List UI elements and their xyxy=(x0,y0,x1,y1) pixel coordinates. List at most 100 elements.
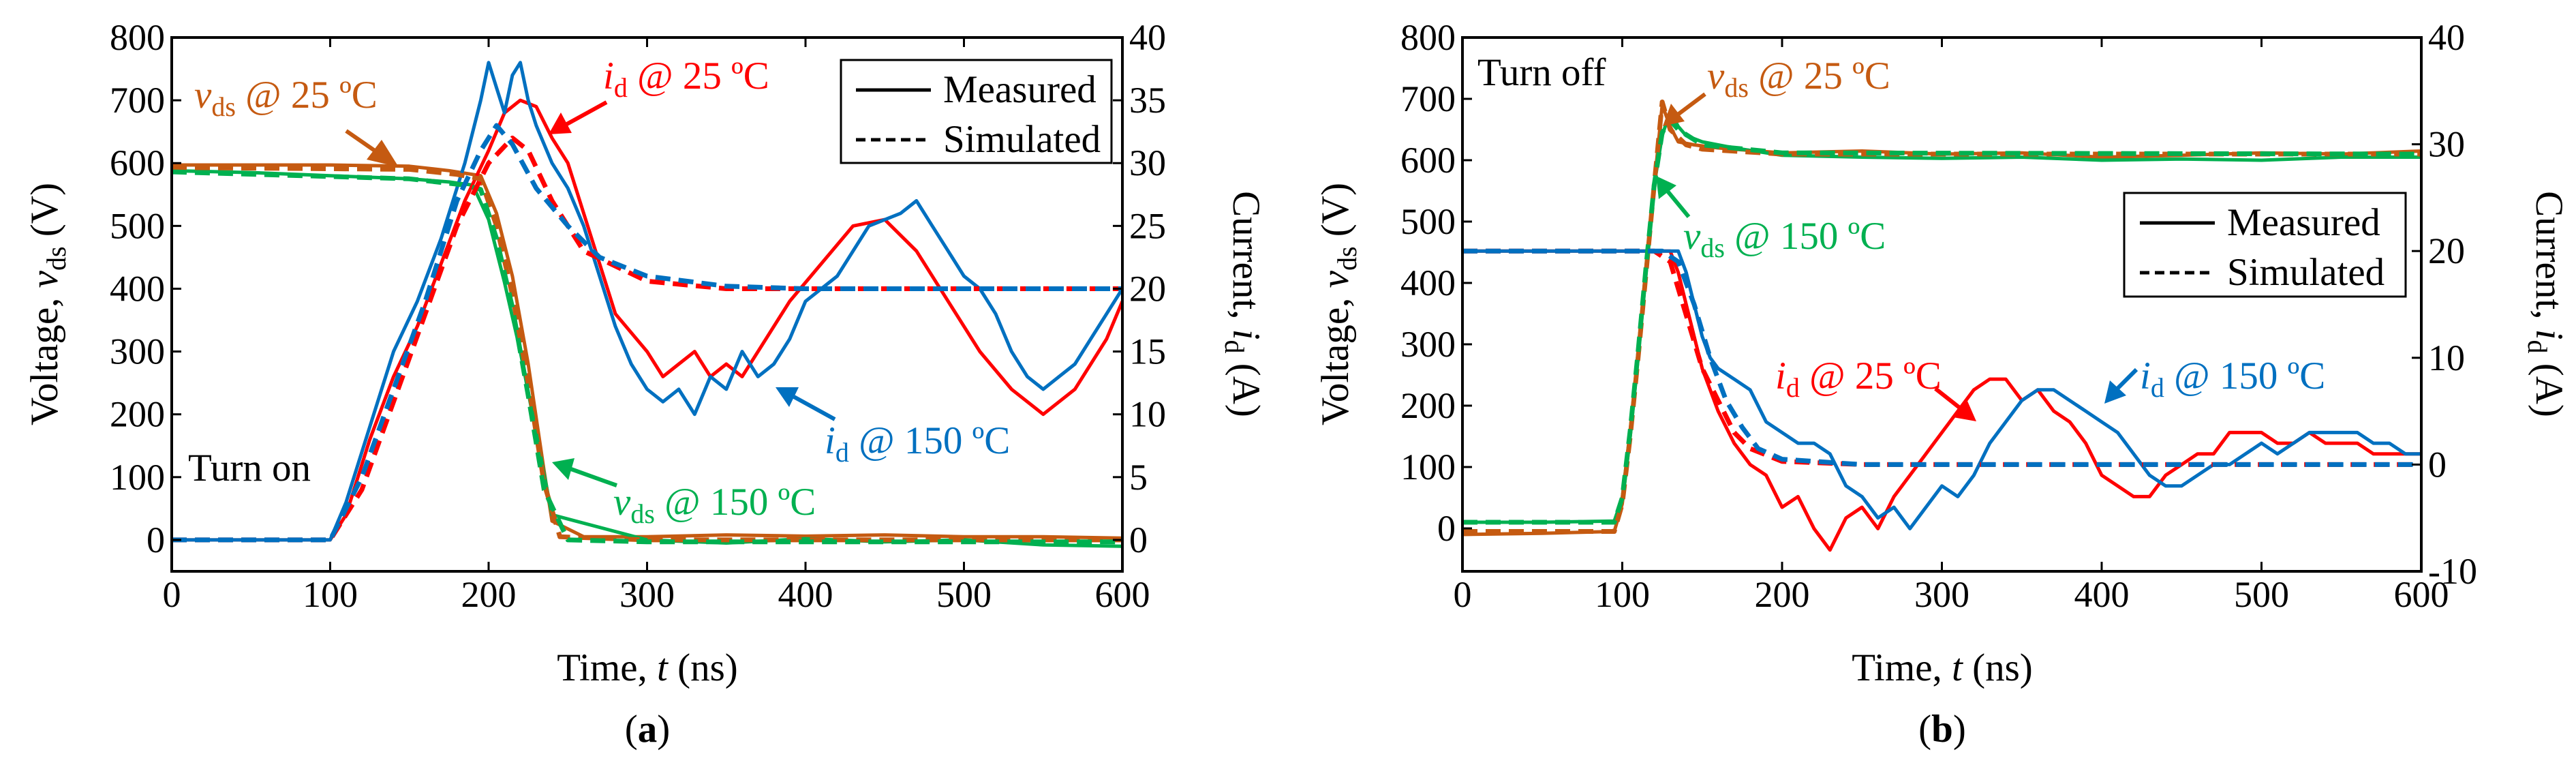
caption-b: (b) xyxy=(1918,708,1966,751)
y-right-tick-label: 30 xyxy=(1129,142,1166,183)
y-right-tick-label: 15 xyxy=(1129,331,1166,372)
y-left-tick-label: 0 xyxy=(147,520,165,560)
panel-a: 0 100 200 300 400 500 600010020030040050060070… xyxy=(23,17,1268,751)
x-axis-label: Time, t (ns) xyxy=(557,646,738,689)
series-line xyxy=(1462,100,2421,534)
y-right-tick-label: 25 xyxy=(1129,205,1166,246)
svg-text:vds @ 150 ºC: vds @ 150 ºC xyxy=(613,481,816,529)
series-line xyxy=(172,168,1122,548)
y-right-tick-label: 30 xyxy=(2428,124,2465,165)
y-left-tick-label: 500 xyxy=(1400,201,1456,242)
x-tick-label: 200 xyxy=(1755,574,1810,615)
x-tick-label: 400 xyxy=(778,574,833,615)
series-line xyxy=(1462,118,2421,525)
y-right-axis-label: Current, id (A) xyxy=(2522,191,2571,417)
annotation-id-150: id @ 150 ºC xyxy=(2104,355,2325,404)
caption-a: (a) xyxy=(625,708,670,751)
legend-simulated: Simulated xyxy=(2227,251,2385,294)
y-left-tick-label: 300 xyxy=(110,331,165,372)
svg-text:id @ 25 ºC: id @ 25 ºC xyxy=(1775,355,1942,403)
y-left-tick-label: 800 xyxy=(110,17,165,58)
arrow-vds-150 xyxy=(1664,188,1691,218)
arrowhead-vds-150 xyxy=(552,458,574,480)
svg-text:vds @ 25 ºC: vds @ 25 ºC xyxy=(194,74,378,122)
y-left-tick-label: 700 xyxy=(110,80,165,121)
panel-label-turn-on: Turn on xyxy=(188,447,311,490)
y-left-tick-label: 100 xyxy=(1400,447,1456,487)
y-right-tick-label: 5 xyxy=(1129,457,1148,498)
panel-b: 0 100 200 300 400 500 600010020030040050060070… xyxy=(1314,17,2571,751)
y-right-tick-label: 40 xyxy=(1129,17,1166,58)
y-left-tick-label: 200 xyxy=(1400,385,1456,426)
arrow-id-25 xyxy=(1934,387,1963,411)
annotation-id-25: id @ 25 ºC xyxy=(1775,355,1976,421)
series-line xyxy=(172,98,1122,542)
annotation-vds-25: vds @ 25 ºC xyxy=(1663,55,1890,126)
y-right-tick-label: 20 xyxy=(1129,268,1166,309)
arrow-vds-25 xyxy=(1676,92,1706,117)
svg-text:id @ 150 ºC: id @ 150 ºC xyxy=(2140,355,2325,403)
series-line xyxy=(172,135,1122,543)
arrowhead-id-150 xyxy=(2104,380,2126,404)
series-line xyxy=(1462,249,2421,552)
series-line xyxy=(172,61,1122,542)
x-tick-label: 100 xyxy=(303,574,358,615)
legend-box xyxy=(2123,192,2407,298)
svg-text:id @ 150 ºC: id @ 150 ºC xyxy=(825,419,1010,468)
y-left-tick-label: 200 xyxy=(110,394,165,435)
y-left-tick-label: 600 xyxy=(110,142,165,183)
y-left-tick-label: 100 xyxy=(110,457,165,498)
legend-measured: Measured xyxy=(943,68,1097,111)
y-left-tick-label: 800 xyxy=(1400,17,1456,58)
annotation-vds-25: vds @ 25 ºC xyxy=(194,74,399,167)
x-tick-label: 600 xyxy=(2394,574,2449,615)
y-left-tick-label: 300 xyxy=(1400,324,1456,365)
x-tick-label: 300 xyxy=(1914,574,1969,615)
svg-text:vds @ 25 ºC: vds @ 25 ºC xyxy=(1707,55,1890,103)
legend: Measured Simulated xyxy=(2123,192,2407,298)
arrowhead-id-25 xyxy=(549,112,572,134)
x-tick-label: 600 xyxy=(1095,574,1150,615)
y-left-tick-label: 400 xyxy=(1400,262,1456,303)
y-left-axis-label: Voltage, vds (V) xyxy=(23,183,72,425)
arrow-id-150 xyxy=(793,395,836,421)
y-right-tick-label: 20 xyxy=(2428,230,2465,271)
plot-frame xyxy=(1461,36,2423,573)
y-left-tick-label: 500 xyxy=(110,205,165,246)
x-tick-label: 200 xyxy=(461,574,517,615)
x-tick-label: 500 xyxy=(936,574,992,615)
y-right-tick-label: -10 xyxy=(2428,551,2477,592)
y-left-tick-label: 0 xyxy=(1437,508,1456,549)
y-right-tick-label: 10 xyxy=(1129,394,1166,435)
arrowhead-id-150 xyxy=(776,387,799,407)
legend-measured: Measured xyxy=(2227,201,2380,244)
svg-text:id @ 25 ºC: id @ 25 ºC xyxy=(603,55,769,103)
arrowhead-vds-150 xyxy=(1656,176,1676,199)
annotation-vds-150: vds @ 150 ºC xyxy=(1656,176,1886,263)
arrowhead-vds-25 xyxy=(1663,104,1685,126)
arrowhead-id-25 xyxy=(1953,400,1976,421)
x-axis-label: Time, t (ns) xyxy=(1852,646,2033,689)
annotation-vds-150: vds @ 150 ºC xyxy=(552,458,816,529)
series-line xyxy=(1462,109,2421,524)
y-right-tick-label: 40 xyxy=(2428,17,2465,58)
y-right-tick-label: 35 xyxy=(1129,80,1166,121)
series-line xyxy=(1462,103,2421,537)
annotation-id-25: id @ 25 ºC xyxy=(549,55,769,134)
x-tick-label: 100 xyxy=(1595,574,1650,615)
x-tick-label: 300 xyxy=(619,574,675,615)
x-tick-label: 500 xyxy=(2234,574,2289,615)
y-right-tick-label: 0 xyxy=(1129,520,1148,560)
y-left-tick-label: 400 xyxy=(110,268,165,309)
svg-text:vds @ 150 ºC: vds @ 150 ºC xyxy=(1683,215,1886,263)
y-right-tick-label: 0 xyxy=(2428,444,2447,485)
x-tick-label: 0 xyxy=(163,574,181,615)
legend-box xyxy=(840,59,1113,164)
arrow-vds-150 xyxy=(570,467,618,487)
y-right-tick-label: 10 xyxy=(2428,337,2465,378)
arrow-id-25 xyxy=(564,100,608,127)
y-right-axis-label: Current, id (A) xyxy=(1219,191,1268,417)
x-tick-label: 400 xyxy=(2074,574,2130,615)
arrowhead-vds-25 xyxy=(367,140,399,167)
